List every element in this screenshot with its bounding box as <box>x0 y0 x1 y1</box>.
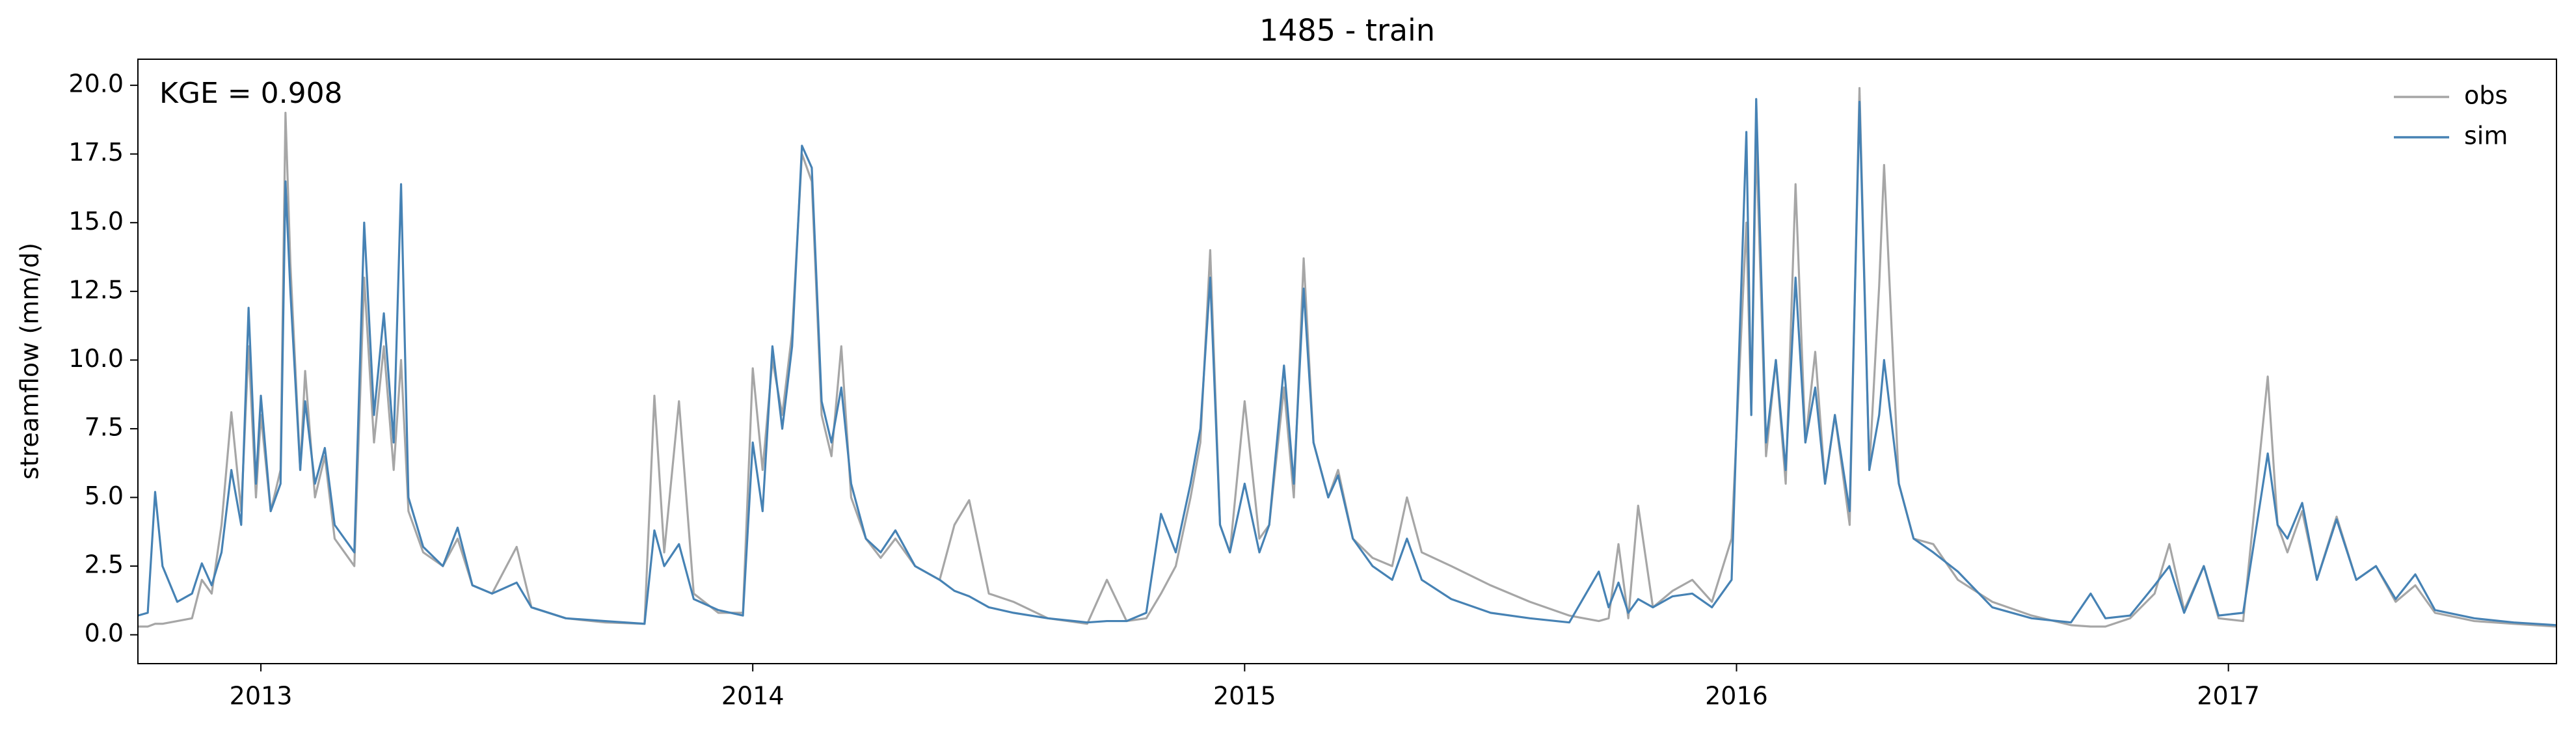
y-tick-label: 2.5 <box>85 550 124 579</box>
y-tick-label: 20.0 <box>68 70 124 98</box>
legend-label: obs <box>2464 81 2508 110</box>
y-tick-label: 0.0 <box>85 619 124 647</box>
x-tick-label: 2013 <box>230 682 293 710</box>
y-tick-label: 7.5 <box>85 412 124 441</box>
annotation: KGE = 0.908 <box>159 77 343 110</box>
x-tick-label: 2017 <box>2197 682 2260 710</box>
plot-frame <box>137 59 2557 664</box>
y-axis-label: streamflow (mm/d) <box>16 243 44 480</box>
x-tick-label: 2014 <box>721 682 785 710</box>
y-tick-label: 15.0 <box>68 207 124 236</box>
y-tick-label: 17.5 <box>68 138 124 167</box>
y-tick-label: 10.0 <box>68 344 124 373</box>
line-series <box>138 98 2556 627</box>
y-tick-label: 5.0 <box>85 481 124 510</box>
chart-title: 1485 - train <box>1259 13 1435 48</box>
x-tick-label: 2015 <box>1213 682 1276 710</box>
y-tick-label: 12.5 <box>68 275 124 304</box>
legend-label: sim <box>2464 122 2508 150</box>
x-tick-label: 2016 <box>1705 682 1768 710</box>
